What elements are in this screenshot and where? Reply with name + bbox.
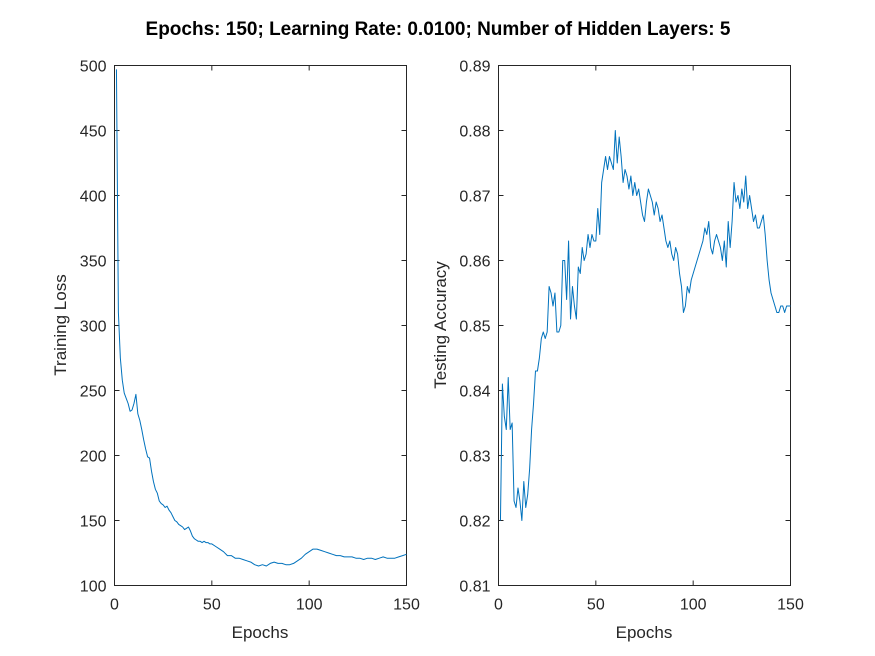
training-loss-y-tick-label: 200 [80,449,107,466]
testing-accuracy-x-tick-label: 0 [494,597,503,614]
training-loss-y-label: Training Loss [51,274,70,375]
testing-accuracy-y-tick-label: 0.89 [459,59,490,76]
testing-accuracy-y-ticks: 0.81 0.82 0.83 0.84 0.85 0.86 0.87 0.88 0.89 [459,59,791,596]
training-loss-x-ticks: 0 50 100 150 [110,65,420,614]
training-loss-y-tick-label: 150 [80,514,107,531]
testing-accuracy-line [499,130,791,521]
testing-accuracy-y-tick-label: 0.82 [459,514,490,531]
testing-accuracy-x-tick-label: 50 [587,597,605,614]
training-loss-x-tick-label: 0 [110,597,119,614]
testing-accuracy-x-ticks: 0 50 100 150 [494,65,804,614]
testing-accuracy-axes: 0 50 100 150 0.810.820.830.840.850.860.870.… [431,59,804,643]
testing-accuracy-y-tick-label: 0.81 [459,579,490,596]
training-loss-y-tick-label: 400 [80,189,107,206]
testing-accuracy-y-label: Testing Accuracy [431,261,450,389]
testing-accuracy-x-label: Epochs [616,623,673,642]
training-loss-line [115,69,407,567]
training-loss-y-tick-label: 300 [80,319,107,336]
testing-accuracy-y-tick-label: 0.87 [459,189,490,206]
training-loss-y-tick-label: 450 [80,124,107,141]
training-loss-y-tick-label: 250 [80,384,107,401]
training-loss-x-label: Epochs [232,623,289,642]
testing-accuracy-x-tick-label: 100 [680,597,707,614]
training-loss-x-tick-label: 100 [296,597,323,614]
testing-accuracy-y-tick-label: 0.84 [459,384,490,401]
testing-accuracy-y-tick-label: 0.85 [459,319,490,336]
training-loss-plot-area [114,65,407,586]
testing-accuracy-plot-area [498,65,791,586]
testing-accuracy-y-tick-label: 0.86 [459,254,490,271]
training-loss-x-tick-label: 150 [393,597,420,614]
training-loss-y-ticks: 100 150 200 250 300 350 400 450 500 [80,59,407,596]
training-loss-y-tick-label: 350 [80,254,107,271]
figure-title: Epochs: 150; Learning Rate: 0.0100; Numb… [146,19,731,40]
training-loss-x-tick-label: 50 [203,597,221,614]
training-loss-y-tick-label: 100 [80,579,107,596]
testing-accuracy-x-tick-label: 150 [777,597,804,614]
testing-accuracy-y-tick-label: 0.88 [459,124,490,141]
testing-accuracy-y-tick-label: 0.83 [459,449,490,466]
training-loss-y-tick-label: 500 [80,59,107,76]
training-loss-axes: 0 50 100 150 100 150 200 250 300 350 400 450 500 Ep… [51,59,420,643]
